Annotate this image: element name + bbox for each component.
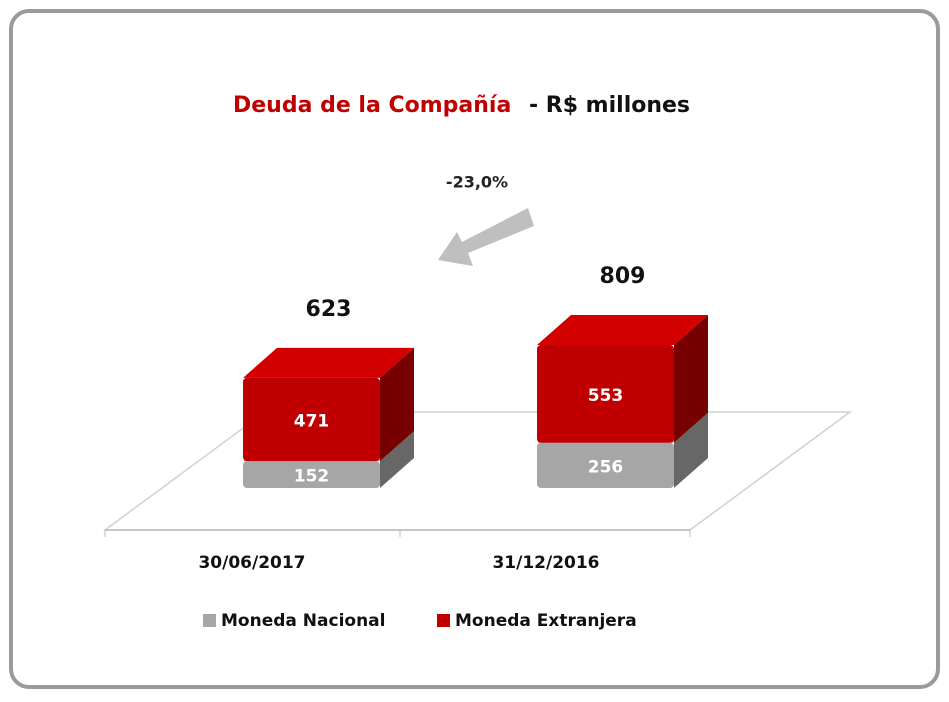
title-main: Deuda de la Compañía xyxy=(233,93,511,118)
arrow xyxy=(438,208,534,266)
bar-side xyxy=(674,412,708,488)
value-label: 553 xyxy=(588,386,624,406)
bar-segment xyxy=(537,315,708,443)
value-label: 152 xyxy=(294,467,330,487)
bar-side xyxy=(674,315,708,443)
bar-segment xyxy=(243,347,414,462)
annotation: -23,0% xyxy=(446,173,508,192)
legend-label: Moneda Nacional xyxy=(221,611,385,631)
bar-front xyxy=(537,345,674,443)
bar-front xyxy=(243,377,380,462)
bar-top xyxy=(537,315,708,345)
legend-swatch xyxy=(203,614,216,627)
bar-side xyxy=(380,347,414,462)
total-label: 809 xyxy=(600,264,646,289)
legend-label: Moneda Extranjera xyxy=(455,611,637,631)
value-label: 256 xyxy=(588,457,624,477)
bar-top xyxy=(243,347,414,378)
x-tick-label: 31/12/2016 xyxy=(492,553,599,573)
total-label: 623 xyxy=(306,297,352,322)
bar-front xyxy=(243,461,380,488)
bar-side xyxy=(380,431,414,488)
bar-front xyxy=(537,442,674,488)
title-unit: - R$ millones xyxy=(529,93,690,118)
chart-title: Deuda de la Compañía - R$ millones xyxy=(233,93,690,118)
x-tick-label: 30/06/2017 xyxy=(198,553,305,573)
value-label: 471 xyxy=(294,412,330,432)
legend-swatch xyxy=(437,614,450,627)
